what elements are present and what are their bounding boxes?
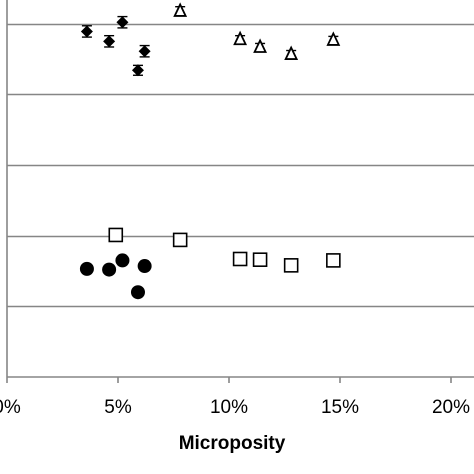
- series-2-point-0: [108, 227, 124, 243]
- series-1-point-0: [80, 25, 93, 38]
- x-tick-label-2: 10%: [210, 397, 248, 418]
- series-1: [80, 15, 151, 77]
- series-3-point-1: [102, 262, 117, 277]
- series-0-point-3: [253, 38, 268, 53]
- x-axis-title: Microposity: [179, 433, 286, 454]
- series-3: [79, 253, 152, 300]
- series-0-point-5: [326, 31, 341, 46]
- gridlines: [7, 23, 474, 308]
- series-2-point-1: [172, 232, 188, 248]
- series-0-point-2: [233, 30, 248, 46]
- x-tick-labels: 0% 5% 10% 15% 20%: [0, 397, 470, 418]
- axes: [6, 0, 474, 383]
- series-1-point-4: [138, 45, 151, 58]
- series-2-point-4: [283, 258, 299, 273]
- series-2-point-5: [326, 253, 341, 268]
- series-1-point-3: [131, 64, 144, 77]
- x-tick-label-4: 20%: [432, 397, 470, 418]
- series-3-point-4: [137, 259, 152, 274]
- data-series: [79, 2, 341, 300]
- x-tick-label-0: 0%: [0, 397, 21, 418]
- series-3-point-2: [115, 253, 130, 268]
- series-3-point-0: [79, 261, 94, 276]
- series-1-point-2: [116, 16, 129, 29]
- series-2: [108, 227, 341, 273]
- series-1-point-1: [103, 35, 116, 48]
- series-0: [173, 2, 341, 60]
- series-2-point-2: [232, 251, 248, 267]
- x-tick-label-3: 15%: [321, 397, 359, 418]
- x-tick-label-1: 5%: [104, 397, 132, 418]
- series-2-point-3: [252, 252, 268, 267]
- series-0-point-4: [284, 45, 299, 60]
- series-3-point-3: [130, 285, 145, 300]
- series-0-point-1: [173, 2, 188, 17]
